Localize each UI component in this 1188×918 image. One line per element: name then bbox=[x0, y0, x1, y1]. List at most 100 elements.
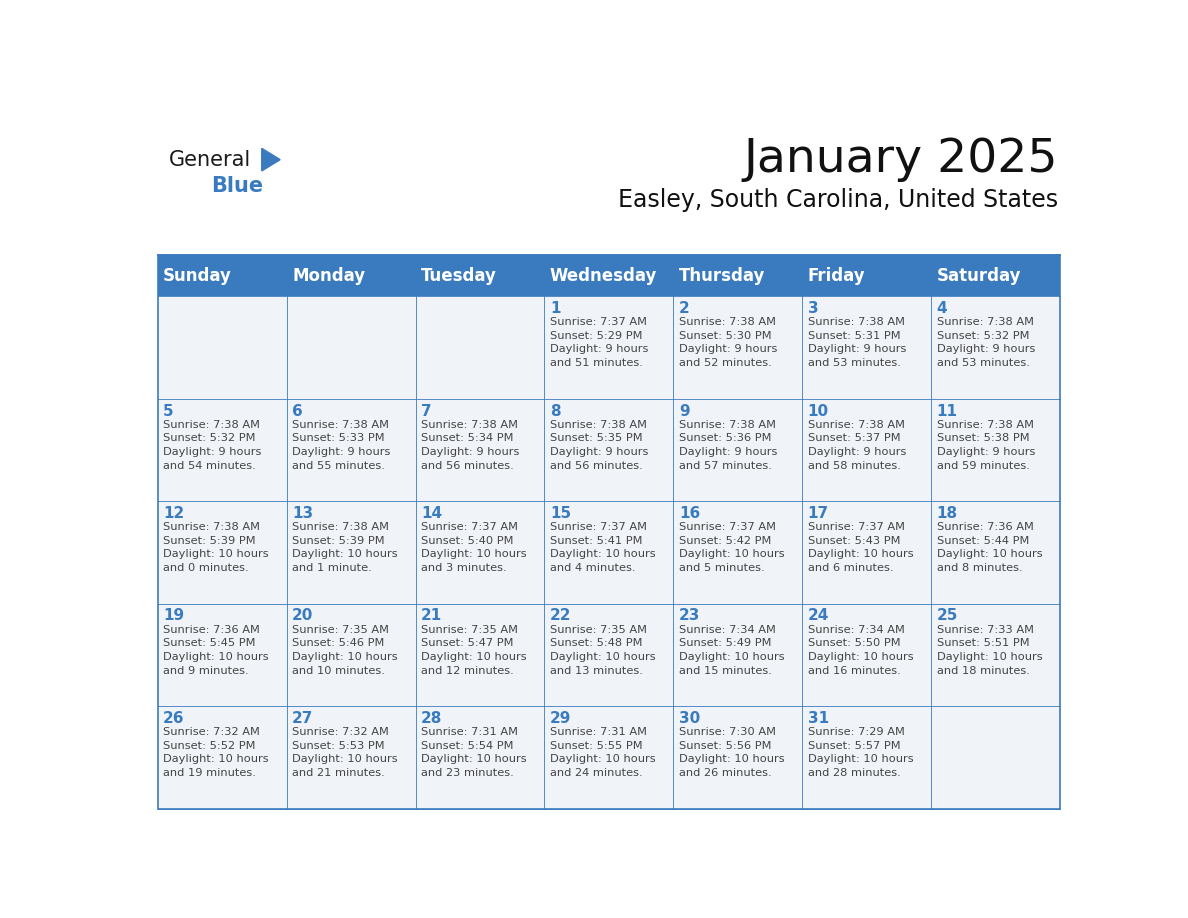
Text: January 2025: January 2025 bbox=[744, 137, 1059, 182]
Bar bbox=[802, 501, 931, 603]
Text: Sunrise: 7:38 AM
Sunset: 5:31 PM
Daylight: 9 hours
and 53 minutes.: Sunrise: 7:38 AM Sunset: 5:31 PM Dayligh… bbox=[808, 318, 906, 368]
Bar bbox=[158, 398, 286, 501]
Text: 13: 13 bbox=[292, 506, 314, 521]
Text: 23: 23 bbox=[678, 609, 700, 623]
Text: 29: 29 bbox=[550, 711, 571, 726]
Text: Sunrise: 7:38 AM
Sunset: 5:30 PM
Daylight: 9 hours
and 52 minutes.: Sunrise: 7:38 AM Sunset: 5:30 PM Dayligh… bbox=[678, 318, 777, 368]
Bar bbox=[931, 603, 1060, 706]
Bar bbox=[158, 255, 1060, 297]
Text: Saturday: Saturday bbox=[936, 266, 1022, 285]
Bar bbox=[286, 706, 416, 809]
Bar bbox=[674, 398, 802, 501]
Text: 12: 12 bbox=[163, 506, 184, 521]
Text: 24: 24 bbox=[808, 609, 829, 623]
Bar bbox=[544, 603, 674, 706]
Text: 11: 11 bbox=[936, 404, 958, 419]
Text: 7: 7 bbox=[421, 404, 431, 419]
Text: 10: 10 bbox=[808, 404, 829, 419]
Text: Sunrise: 7:37 AM
Sunset: 5:43 PM
Daylight: 10 hours
and 6 minutes.: Sunrise: 7:37 AM Sunset: 5:43 PM Dayligh… bbox=[808, 522, 914, 573]
Text: Sunrise: 7:31 AM
Sunset: 5:55 PM
Daylight: 10 hours
and 24 minutes.: Sunrise: 7:31 AM Sunset: 5:55 PM Dayligh… bbox=[550, 727, 656, 778]
Text: 19: 19 bbox=[163, 609, 184, 623]
Text: Sunrise: 7:37 AM
Sunset: 5:29 PM
Daylight: 9 hours
and 51 minutes.: Sunrise: 7:37 AM Sunset: 5:29 PM Dayligh… bbox=[550, 318, 649, 368]
Text: Sunrise: 7:38 AM
Sunset: 5:33 PM
Daylight: 9 hours
and 55 minutes.: Sunrise: 7:38 AM Sunset: 5:33 PM Dayligh… bbox=[292, 420, 391, 471]
Text: Monday: Monday bbox=[292, 266, 365, 285]
Text: Sunrise: 7:30 AM
Sunset: 5:56 PM
Daylight: 10 hours
and 26 minutes.: Sunrise: 7:30 AM Sunset: 5:56 PM Dayligh… bbox=[678, 727, 784, 778]
Text: Tuesday: Tuesday bbox=[421, 266, 497, 285]
Text: 8: 8 bbox=[550, 404, 561, 419]
Bar bbox=[416, 706, 544, 809]
Text: Sunrise: 7:31 AM
Sunset: 5:54 PM
Daylight: 10 hours
and 23 minutes.: Sunrise: 7:31 AM Sunset: 5:54 PM Dayligh… bbox=[421, 727, 526, 778]
Text: Sunrise: 7:34 AM
Sunset: 5:49 PM
Daylight: 10 hours
and 15 minutes.: Sunrise: 7:34 AM Sunset: 5:49 PM Dayligh… bbox=[678, 625, 784, 676]
Text: 30: 30 bbox=[678, 711, 700, 726]
Text: Sunrise: 7:38 AM
Sunset: 5:38 PM
Daylight: 9 hours
and 59 minutes.: Sunrise: 7:38 AM Sunset: 5:38 PM Dayligh… bbox=[936, 420, 1035, 471]
Text: Easley, South Carolina, United States: Easley, South Carolina, United States bbox=[618, 188, 1059, 212]
Text: 20: 20 bbox=[292, 609, 314, 623]
Text: 4: 4 bbox=[936, 301, 947, 316]
Bar bbox=[544, 297, 674, 398]
Text: 16: 16 bbox=[678, 506, 700, 521]
Text: 17: 17 bbox=[808, 506, 829, 521]
Text: 9: 9 bbox=[678, 404, 689, 419]
Text: Sunrise: 7:34 AM
Sunset: 5:50 PM
Daylight: 10 hours
and 16 minutes.: Sunrise: 7:34 AM Sunset: 5:50 PM Dayligh… bbox=[808, 625, 914, 676]
Bar bbox=[158, 297, 286, 398]
Bar bbox=[416, 501, 544, 603]
Bar bbox=[158, 603, 286, 706]
Bar bbox=[802, 398, 931, 501]
Text: 25: 25 bbox=[936, 609, 958, 623]
Bar bbox=[802, 297, 931, 398]
Text: Sunrise: 7:35 AM
Sunset: 5:46 PM
Daylight: 10 hours
and 10 minutes.: Sunrise: 7:35 AM Sunset: 5:46 PM Dayligh… bbox=[292, 625, 398, 676]
Text: Sunrise: 7:35 AM
Sunset: 5:47 PM
Daylight: 10 hours
and 12 minutes.: Sunrise: 7:35 AM Sunset: 5:47 PM Dayligh… bbox=[421, 625, 526, 676]
Text: 15: 15 bbox=[550, 506, 571, 521]
Bar bbox=[158, 501, 286, 603]
Text: 14: 14 bbox=[421, 506, 442, 521]
Text: Sunrise: 7:38 AM
Sunset: 5:32 PM
Daylight: 9 hours
and 54 minutes.: Sunrise: 7:38 AM Sunset: 5:32 PM Dayligh… bbox=[163, 420, 261, 471]
Text: Sunrise: 7:38 AM
Sunset: 5:36 PM
Daylight: 9 hours
and 57 minutes.: Sunrise: 7:38 AM Sunset: 5:36 PM Dayligh… bbox=[678, 420, 777, 471]
Bar bbox=[931, 297, 1060, 398]
Bar bbox=[802, 706, 931, 809]
Bar bbox=[674, 501, 802, 603]
Text: Friday: Friday bbox=[808, 266, 865, 285]
Text: Wednesday: Wednesday bbox=[550, 266, 657, 285]
Text: Blue: Blue bbox=[211, 175, 264, 196]
Bar bbox=[674, 706, 802, 809]
Bar bbox=[416, 398, 544, 501]
Bar bbox=[544, 501, 674, 603]
Text: Sunrise: 7:38 AM
Sunset: 5:39 PM
Daylight: 10 hours
and 1 minute.: Sunrise: 7:38 AM Sunset: 5:39 PM Dayligh… bbox=[292, 522, 398, 573]
Bar bbox=[286, 398, 416, 501]
Text: Sunrise: 7:36 AM
Sunset: 5:44 PM
Daylight: 10 hours
and 8 minutes.: Sunrise: 7:36 AM Sunset: 5:44 PM Dayligh… bbox=[936, 522, 1042, 573]
Text: 6: 6 bbox=[292, 404, 303, 419]
Text: Thursday: Thursday bbox=[678, 266, 765, 285]
Text: Sunrise: 7:33 AM
Sunset: 5:51 PM
Daylight: 10 hours
and 18 minutes.: Sunrise: 7:33 AM Sunset: 5:51 PM Dayligh… bbox=[936, 625, 1042, 676]
Text: Sunrise: 7:38 AM
Sunset: 5:34 PM
Daylight: 9 hours
and 56 minutes.: Sunrise: 7:38 AM Sunset: 5:34 PM Dayligh… bbox=[421, 420, 519, 471]
Text: 18: 18 bbox=[936, 506, 958, 521]
Text: Sunrise: 7:38 AM
Sunset: 5:37 PM
Daylight: 9 hours
and 58 minutes.: Sunrise: 7:38 AM Sunset: 5:37 PM Dayligh… bbox=[808, 420, 906, 471]
Bar bbox=[544, 398, 674, 501]
Text: 3: 3 bbox=[808, 301, 819, 316]
Text: 31: 31 bbox=[808, 711, 829, 726]
Text: 27: 27 bbox=[292, 711, 314, 726]
Bar bbox=[286, 501, 416, 603]
Text: Sunrise: 7:35 AM
Sunset: 5:48 PM
Daylight: 10 hours
and 13 minutes.: Sunrise: 7:35 AM Sunset: 5:48 PM Dayligh… bbox=[550, 625, 656, 676]
Bar bbox=[544, 706, 674, 809]
Text: 2: 2 bbox=[678, 301, 689, 316]
Text: 28: 28 bbox=[421, 711, 442, 726]
Bar bbox=[158, 706, 286, 809]
Text: Sunrise: 7:37 AM
Sunset: 5:42 PM
Daylight: 10 hours
and 5 minutes.: Sunrise: 7:37 AM Sunset: 5:42 PM Dayligh… bbox=[678, 522, 784, 573]
Bar bbox=[931, 706, 1060, 809]
Bar bbox=[158, 255, 1060, 809]
Text: Sunrise: 7:38 AM
Sunset: 5:32 PM
Daylight: 9 hours
and 53 minutes.: Sunrise: 7:38 AM Sunset: 5:32 PM Dayligh… bbox=[936, 318, 1035, 368]
Polygon shape bbox=[261, 149, 280, 171]
Text: 21: 21 bbox=[421, 609, 442, 623]
Bar bbox=[416, 603, 544, 706]
Text: Sunday: Sunday bbox=[163, 266, 232, 285]
Bar bbox=[931, 398, 1060, 501]
Text: 1: 1 bbox=[550, 301, 561, 316]
Text: Sunrise: 7:38 AM
Sunset: 5:35 PM
Daylight: 9 hours
and 56 minutes.: Sunrise: 7:38 AM Sunset: 5:35 PM Dayligh… bbox=[550, 420, 649, 471]
Text: 26: 26 bbox=[163, 711, 184, 726]
Bar bbox=[802, 603, 931, 706]
Text: Sunrise: 7:36 AM
Sunset: 5:45 PM
Daylight: 10 hours
and 9 minutes.: Sunrise: 7:36 AM Sunset: 5:45 PM Dayligh… bbox=[163, 625, 268, 676]
Text: Sunrise: 7:37 AM
Sunset: 5:40 PM
Daylight: 10 hours
and 3 minutes.: Sunrise: 7:37 AM Sunset: 5:40 PM Dayligh… bbox=[421, 522, 526, 573]
Text: Sunrise: 7:32 AM
Sunset: 5:53 PM
Daylight: 10 hours
and 21 minutes.: Sunrise: 7:32 AM Sunset: 5:53 PM Dayligh… bbox=[292, 727, 398, 778]
Text: Sunrise: 7:38 AM
Sunset: 5:39 PM
Daylight: 10 hours
and 0 minutes.: Sunrise: 7:38 AM Sunset: 5:39 PM Dayligh… bbox=[163, 522, 268, 573]
Text: General: General bbox=[169, 150, 251, 170]
